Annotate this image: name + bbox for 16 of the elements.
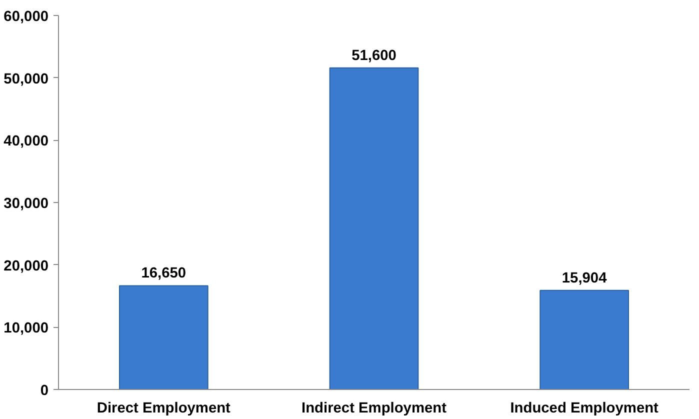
y-tick-label: 40,000 — [4, 134, 48, 150]
data-label: 51,600 — [352, 48, 396, 64]
bar — [540, 290, 630, 390]
x-tick-label: Indirect Employment — [302, 400, 447, 416]
y-tick-label: 50,000 — [4, 71, 48, 88]
data-label: 15,904 — [562, 270, 608, 286]
bar — [118, 285, 208, 390]
y-tick-label: 20,000 — [4, 258, 48, 274]
y-tick-label: 60,000 — [4, 9, 48, 25]
x-tick-label: Induced Employment — [510, 400, 659, 416]
y-tick-label: 30,000 — [4, 196, 48, 212]
y-tick-label: 10,000 — [4, 320, 48, 337]
y-tick-label: 0 — [40, 383, 49, 399]
bar — [329, 67, 419, 390]
x-tick-label: Direct Employment — [96, 400, 231, 416]
data-label: 16,650 — [141, 266, 186, 282]
